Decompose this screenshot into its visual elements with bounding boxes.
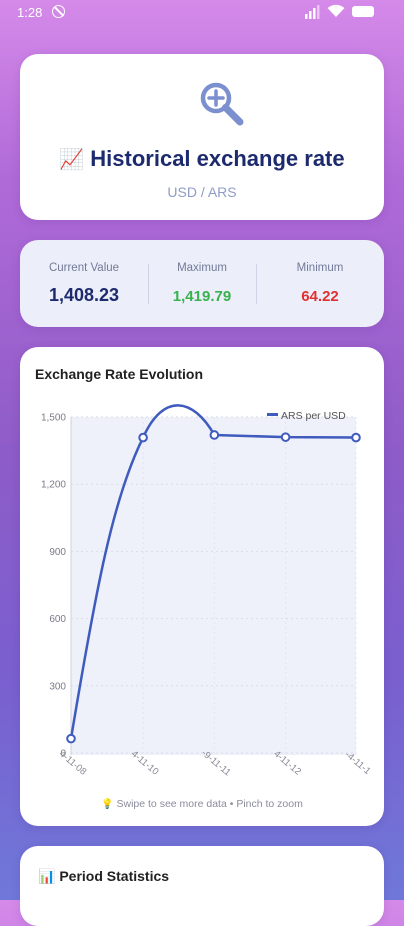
chart-hint-text: Swipe to see more data • Pinch to zoom [116, 798, 303, 810]
maximum-value: 1,419.79 [172, 288, 232, 305]
chart-hint: 💡 Swipe to see more data • Pinch to zoom [20, 798, 384, 810]
page-title-text: Historical exchange rate [90, 146, 345, 171]
current-value-stat: Current Value 1,408.23 [20, 240, 148, 327]
minimum-value: 64.22 [301, 288, 339, 305]
stats-card: Current Value 1,408.23 Maximum 1,419.79 … [20, 240, 384, 327]
bar-chart-icon: 📊 [38, 868, 56, 884]
signal-icon [305, 5, 320, 19]
y-tick-label: 300 [49, 681, 66, 692]
data-point [138, 432, 148, 443]
header-card: 📈 Historical exchange rate USD / ARS [20, 54, 384, 220]
home-indicator[interactable] [151, 885, 255, 889]
y-tick-label: 1,200 [41, 480, 66, 491]
wifi-icon [327, 4, 345, 17]
plot-area [71, 417, 356, 755]
search-icon [200, 82, 244, 126]
period-statistics-title-text: Period Statistics [59, 868, 170, 884]
stat-divider [148, 264, 149, 304]
current-value-label: Current Value [48, 262, 120, 274]
current-value: 1,408.23 [48, 285, 120, 305]
minimum-stat: Minimum 64.22 [256, 240, 384, 327]
chart-trend-icon: 📈 [59, 149, 85, 171]
status-time: 1:28 [17, 5, 43, 20]
do-not-disturb-icon [52, 5, 65, 18]
chart-card[interactable]: Exchange Rate Evolution 0 300 600 900 1,200 1… [20, 347, 384, 826]
currency-pair: USD / ARS [167, 184, 237, 200]
legend-label: ARS per USD [281, 410, 346, 422]
period-statistics-title: 📊 Period Statistics [38, 868, 169, 885]
status-bar: 1:28 [0, 0, 404, 26]
stat-divider [256, 264, 257, 304]
maximum-stat: Maximum 1,419.79 [148, 240, 256, 327]
battery-icon [352, 6, 374, 17]
y-tick-label: 0 [60, 749, 66, 760]
page-title: 📈 Historical exchange rate [20, 146, 384, 172]
chart-title: Exchange Rate Evolution [35, 366, 204, 382]
data-point [280, 432, 291, 442]
data-point [351, 432, 361, 443]
data-point [209, 430, 220, 440]
minimum-label: Minimum [296, 262, 344, 274]
lightbulb-icon: 💡 [101, 799, 114, 810]
data-point [66, 733, 76, 744]
series-line-ars-per-usd [69, 404, 357, 739]
y-tick-label: 1,500 [41, 413, 66, 424]
legend-swatch [267, 413, 278, 416]
x-tick-label: -4-11-1 [343, 749, 373, 777]
y-tick-label: 600 [49, 614, 66, 625]
maximum-label: Maximum [177, 262, 227, 274]
y-tick-label: 900 [49, 547, 66, 558]
